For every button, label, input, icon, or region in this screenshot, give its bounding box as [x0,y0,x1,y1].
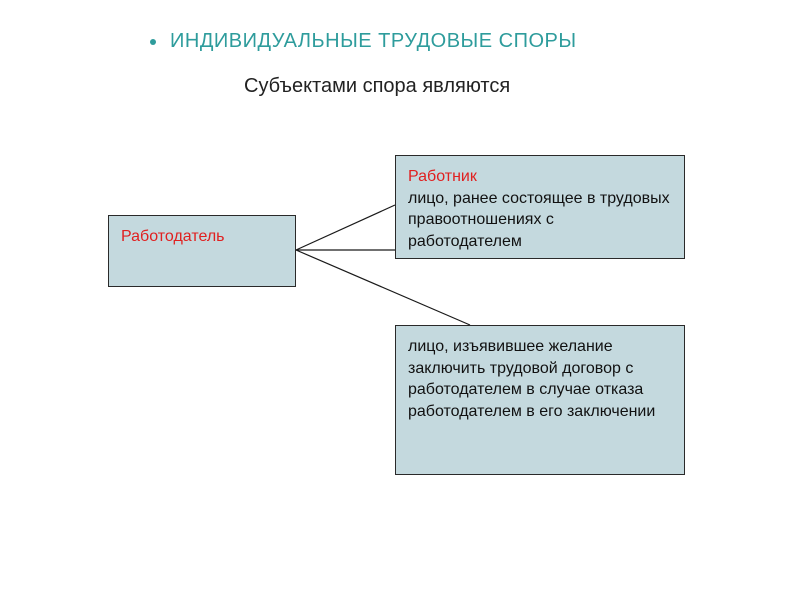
diagram-node-employer: Работодатель [108,215,296,287]
bullet-icon [150,39,156,45]
node-emphasis: Работник [408,168,477,185]
page-title: ИНДИВИДУАЛЬНЫЕ ТРУДОВЫЕ СПОРЫ [170,30,577,53]
title-row: ИНДИВИДУАЛЬНЫЕ ТРУДОВЫЕ СПОРЫ [150,30,577,53]
diagram-node-applicant: лицо, изъявившее желание заключить трудо… [395,325,685,475]
diagram-node-employee: Работник лицо, ранее состоящее в трудовы… [395,155,685,259]
node-text: лицо, ранее состоящее в трудовых правоот… [408,190,670,250]
node-text: лицо, изъявившее желание заключить трудо… [408,338,655,420]
node-emphasis: Работодатель [121,228,225,245]
page-subtitle: Субъектами спора являются [244,75,510,98]
